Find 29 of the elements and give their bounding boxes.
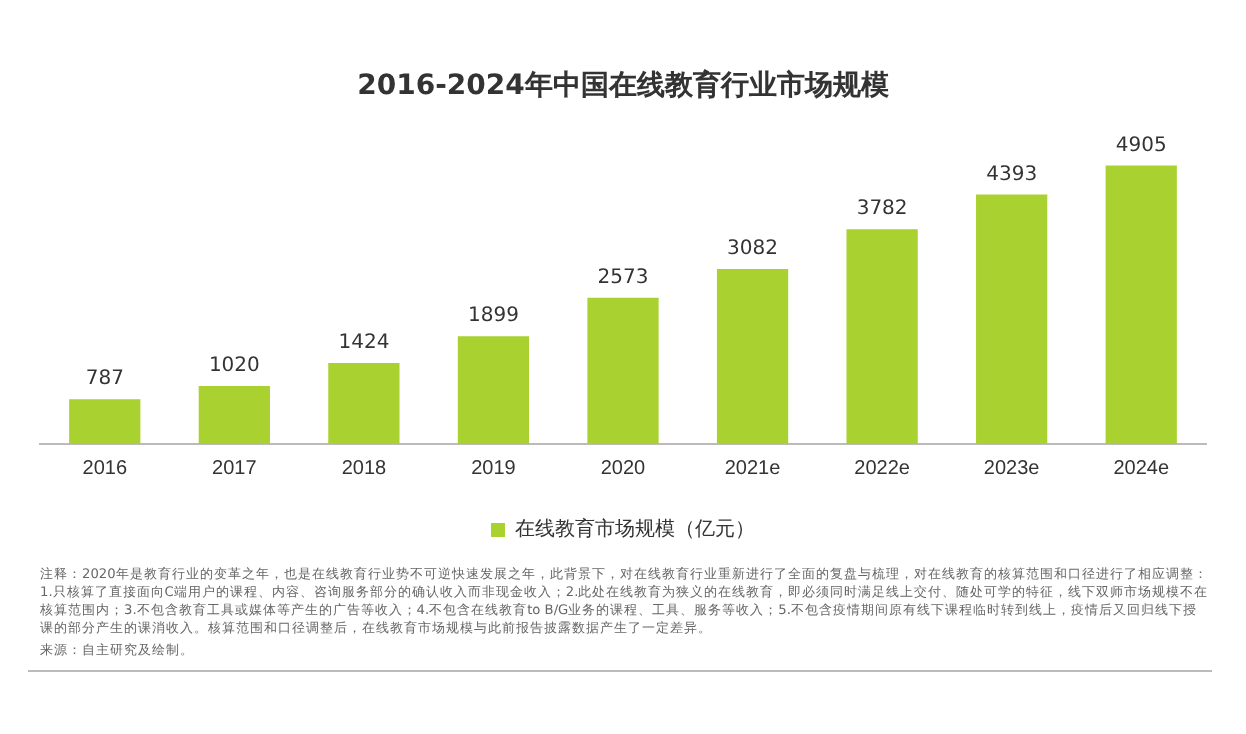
bar (846, 229, 918, 444)
data-label: 1899 (467, 305, 519, 328)
legend-label: 在线教育市场规模（亿元） (515, 517, 755, 542)
bar (198, 386, 270, 444)
x-tick-label: 2018 (341, 457, 388, 480)
data-label: 2573 (597, 267, 649, 290)
data-label: 3782 (856, 198, 908, 221)
x-tick-label: 2017 (212, 457, 258, 480)
chart-title: 2016-2024年中国在线教育行业市场规模 (355, 68, 891, 104)
data-label: 3082 (727, 238, 779, 261)
bar (1105, 165, 1177, 444)
x-tick-label: 2019 (471, 457, 517, 480)
x-tick-label: 2016 (82, 457, 128, 480)
x-tick-label: 2021e (724, 457, 782, 480)
data-label: 787 (85, 368, 124, 391)
x-tick-label: 2022e (854, 457, 911, 480)
bar (457, 336, 530, 444)
data-label: 4393 (986, 163, 1038, 186)
bar (976, 194, 1048, 444)
bar (69, 399, 141, 444)
x-tick-label: 2023e (983, 457, 1041, 480)
x-tick-label: 2024e (1113, 457, 1170, 480)
bar (328, 363, 400, 444)
bar (716, 268, 789, 444)
data-label: 1424 (338, 332, 390, 355)
data-label: 1020 (208, 355, 260, 378)
bar (587, 297, 659, 444)
data-label: 4905 (1115, 134, 1167, 157)
x-tick-label: 2020 (600, 457, 647, 480)
